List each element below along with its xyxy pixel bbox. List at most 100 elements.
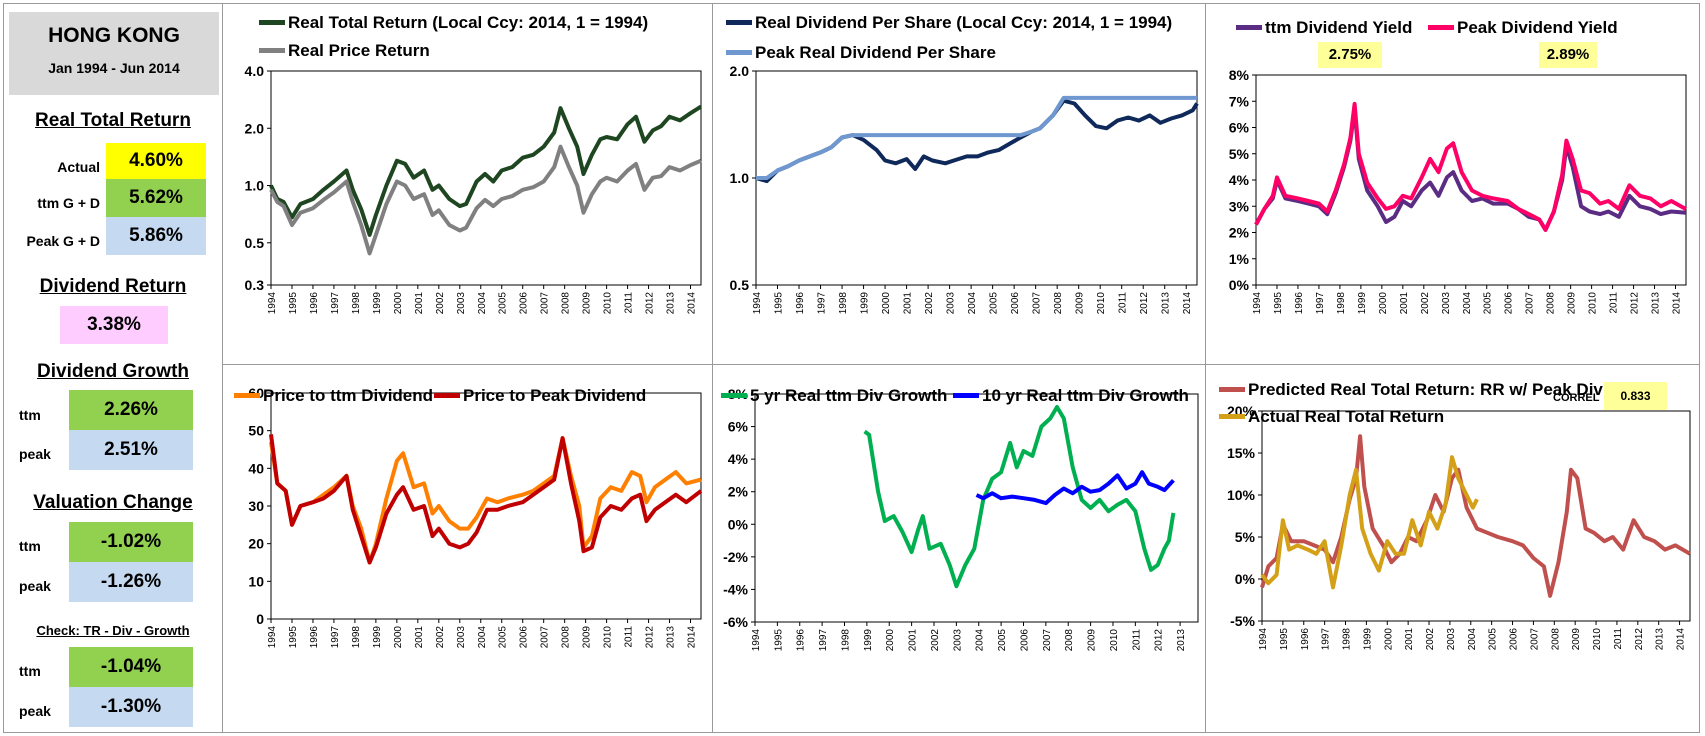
x-tick-label: 2005 bbox=[498, 292, 509, 315]
x-tick-label: 2003 bbox=[946, 292, 957, 315]
x-tick-label: 2002 bbox=[1420, 292, 1431, 315]
x-tick-label: 2014 bbox=[687, 292, 698, 315]
x-tick-label: 2001 bbox=[903, 292, 914, 315]
divider-row bbox=[222, 364, 1700, 365]
y-tick-label: 30 bbox=[248, 498, 264, 514]
x-tick-label: 2013 bbox=[666, 292, 677, 315]
y-tick-label: 0.5 bbox=[730, 277, 750, 293]
title-box: HONG KONG Jan 1994 - Jun 2014 bbox=[9, 12, 219, 95]
y-tick-label: 50 bbox=[248, 423, 264, 439]
x-tick-label: 1998 bbox=[1336, 292, 1347, 315]
x-tick-label: 2004 bbox=[1467, 628, 1478, 651]
x-tick-label: 2013 bbox=[1655, 628, 1666, 651]
x-tick-label: 1994 bbox=[1252, 292, 1263, 315]
y-tick-label: 0% bbox=[1235, 571, 1256, 587]
x-tick-label: 2006 bbox=[1019, 629, 1030, 652]
x-tick-label: 1995 bbox=[773, 629, 784, 652]
legend-real-dps: Real Dividend Per Share (Local Ccy: 2014… bbox=[726, 13, 1172, 33]
x-tick-label: 2012 bbox=[1139, 292, 1150, 315]
x-tick-label: 2000 bbox=[393, 626, 404, 649]
x-tick-label: 2005 bbox=[997, 629, 1008, 652]
x-tick-label: 2013 bbox=[666, 626, 677, 649]
y-tick-label: 1% bbox=[1229, 251, 1250, 267]
x-tick-label: 2012 bbox=[1154, 629, 1165, 652]
legend-label: Peak Dividend Yield bbox=[1457, 18, 1618, 37]
series-line-1 bbox=[1254, 107, 1687, 232]
x-tick-label: 1996 bbox=[795, 292, 806, 315]
x-tick-label: 2005 bbox=[1483, 292, 1494, 315]
x-tick-label: 1995 bbox=[288, 292, 299, 315]
x-tick-label: 2010 bbox=[603, 626, 614, 649]
x-tick-label: 2008 bbox=[1546, 292, 1557, 315]
x-tick-label: 1996 bbox=[309, 292, 320, 315]
series-line-1 bbox=[269, 104, 703, 237]
x-tick-label: 2014 bbox=[1672, 292, 1683, 315]
x-tick-label: 2009 bbox=[1087, 629, 1098, 652]
dashboard-frame bbox=[3, 3, 1700, 733]
y-tick-label: 2.0 bbox=[245, 120, 265, 136]
dg-ttm-label: ttm bbox=[19, 407, 41, 423]
vc-peak-label: peak bbox=[19, 578, 51, 594]
y-tick-label: 7% bbox=[1229, 93, 1250, 109]
legend-label: Peak Real Dividend Per Share bbox=[755, 43, 996, 62]
y-tick-label: 8% bbox=[1229, 67, 1250, 83]
y-tick-label: -2% bbox=[723, 549, 748, 565]
x-tick-label: 2010 bbox=[1592, 628, 1603, 651]
y-tick-label: 2% bbox=[728, 484, 749, 500]
dividend-growth-heading: Dividend Growth bbox=[37, 361, 189, 382]
legend-10yr-growth: 10 yr Real ttm Div Growth bbox=[953, 386, 1189, 406]
x-tick-label: 2003 bbox=[1441, 292, 1452, 315]
divider-left bbox=[222, 4, 223, 732]
x-tick-label: 2008 bbox=[1064, 629, 1075, 652]
y-tick-label: 3% bbox=[1229, 198, 1250, 214]
series-line-2 bbox=[269, 434, 703, 565]
x-tick-label: 2009 bbox=[1075, 292, 1086, 315]
valuation-change-heading: Valuation Change bbox=[33, 492, 193, 513]
dividend-return-heading: Dividend Return bbox=[39, 276, 187, 297]
y-tick-label: 40 bbox=[248, 460, 264, 476]
x-tick-label: 2007 bbox=[540, 292, 551, 315]
x-tick-label: 2010 bbox=[1588, 292, 1599, 315]
real-total-return-heading: Real Total Return bbox=[35, 110, 191, 131]
x-tick-label: 2004 bbox=[975, 629, 986, 652]
y-tick-label: 10 bbox=[248, 573, 264, 589]
x-tick-label: 2012 bbox=[645, 292, 656, 315]
summary-panel: HONG KONG Jan 1994 - Jun 2014 Real Total… bbox=[4, 4, 222, 732]
x-tick-label: 2008 bbox=[1053, 292, 1064, 315]
plot-area bbox=[1261, 410, 1691, 622]
x-tick-label: 1994 bbox=[267, 626, 278, 649]
x-tick-label: 2009 bbox=[1567, 292, 1578, 315]
chart-svg-price-to-dividend: 6050403020100199419951996199719981999200… bbox=[248, 385, 703, 649]
y-tick-label: 4% bbox=[728, 451, 749, 467]
x-tick-label: 2001 bbox=[1404, 628, 1415, 651]
x-tick-label: 2013 bbox=[1651, 292, 1662, 315]
x-tick-label: 1998 bbox=[1342, 628, 1353, 651]
legend-5yr-growth: 5 yr Real ttm Div Growth bbox=[721, 386, 947, 406]
y-tick-label: 10% bbox=[1227, 487, 1256, 503]
chart-real-total-return: 4.0 2.0 1.0 0.5 0.3 1994 1995 1996 1997 1998 1999 2… bbox=[223, 5, 711, 363]
chart-svg-predicted-return: 20%15%10%5%0%-5%1994 1995 1996 1997 1998 1999… bbox=[1227, 403, 1691, 651]
y-tick-label: 6% bbox=[728, 419, 749, 435]
x-tick-label: 2000 bbox=[1383, 628, 1394, 651]
series-line-1 bbox=[1260, 434, 1691, 598]
x-tick-label: 2004 bbox=[477, 292, 488, 315]
x-tick-label: 2011 bbox=[624, 626, 635, 648]
series-line-1 bbox=[269, 436, 702, 565]
x-tick-label: 2007 bbox=[1032, 292, 1043, 315]
y-tick-label: 2.0 bbox=[730, 63, 750, 79]
chart-div-growth: 8%6%4%2%0%-2%-4%-6%199419951996199719981… bbox=[713, 365, 1204, 732]
check-peak-label: peak bbox=[19, 703, 51, 719]
legend-real-price-return: Real Price Return bbox=[259, 41, 430, 61]
legend-label: Actual Real Total Return bbox=[1248, 407, 1445, 426]
x-tick-label: 2002 bbox=[930, 629, 941, 652]
x-tick-label: 2001 bbox=[414, 292, 425, 315]
legend-label: Price to Peak Dividend bbox=[463, 386, 647, 405]
x-tick-label: 1997 bbox=[817, 292, 828, 315]
y-tick-label: 0% bbox=[728, 516, 749, 532]
x-tick-label: 2010 bbox=[1096, 292, 1107, 315]
x-tick-label: 2002 bbox=[1425, 628, 1436, 651]
x-tick-label: 2012 bbox=[1630, 292, 1641, 315]
chart-predicted-return: 20% 15% 10% 5% 0% -5% 1994 1995 1996 1997 1998 1999… bbox=[1206, 365, 1699, 732]
correl-value: 0.833 bbox=[1604, 382, 1667, 410]
x-tick-label: 1996 bbox=[1300, 628, 1311, 651]
